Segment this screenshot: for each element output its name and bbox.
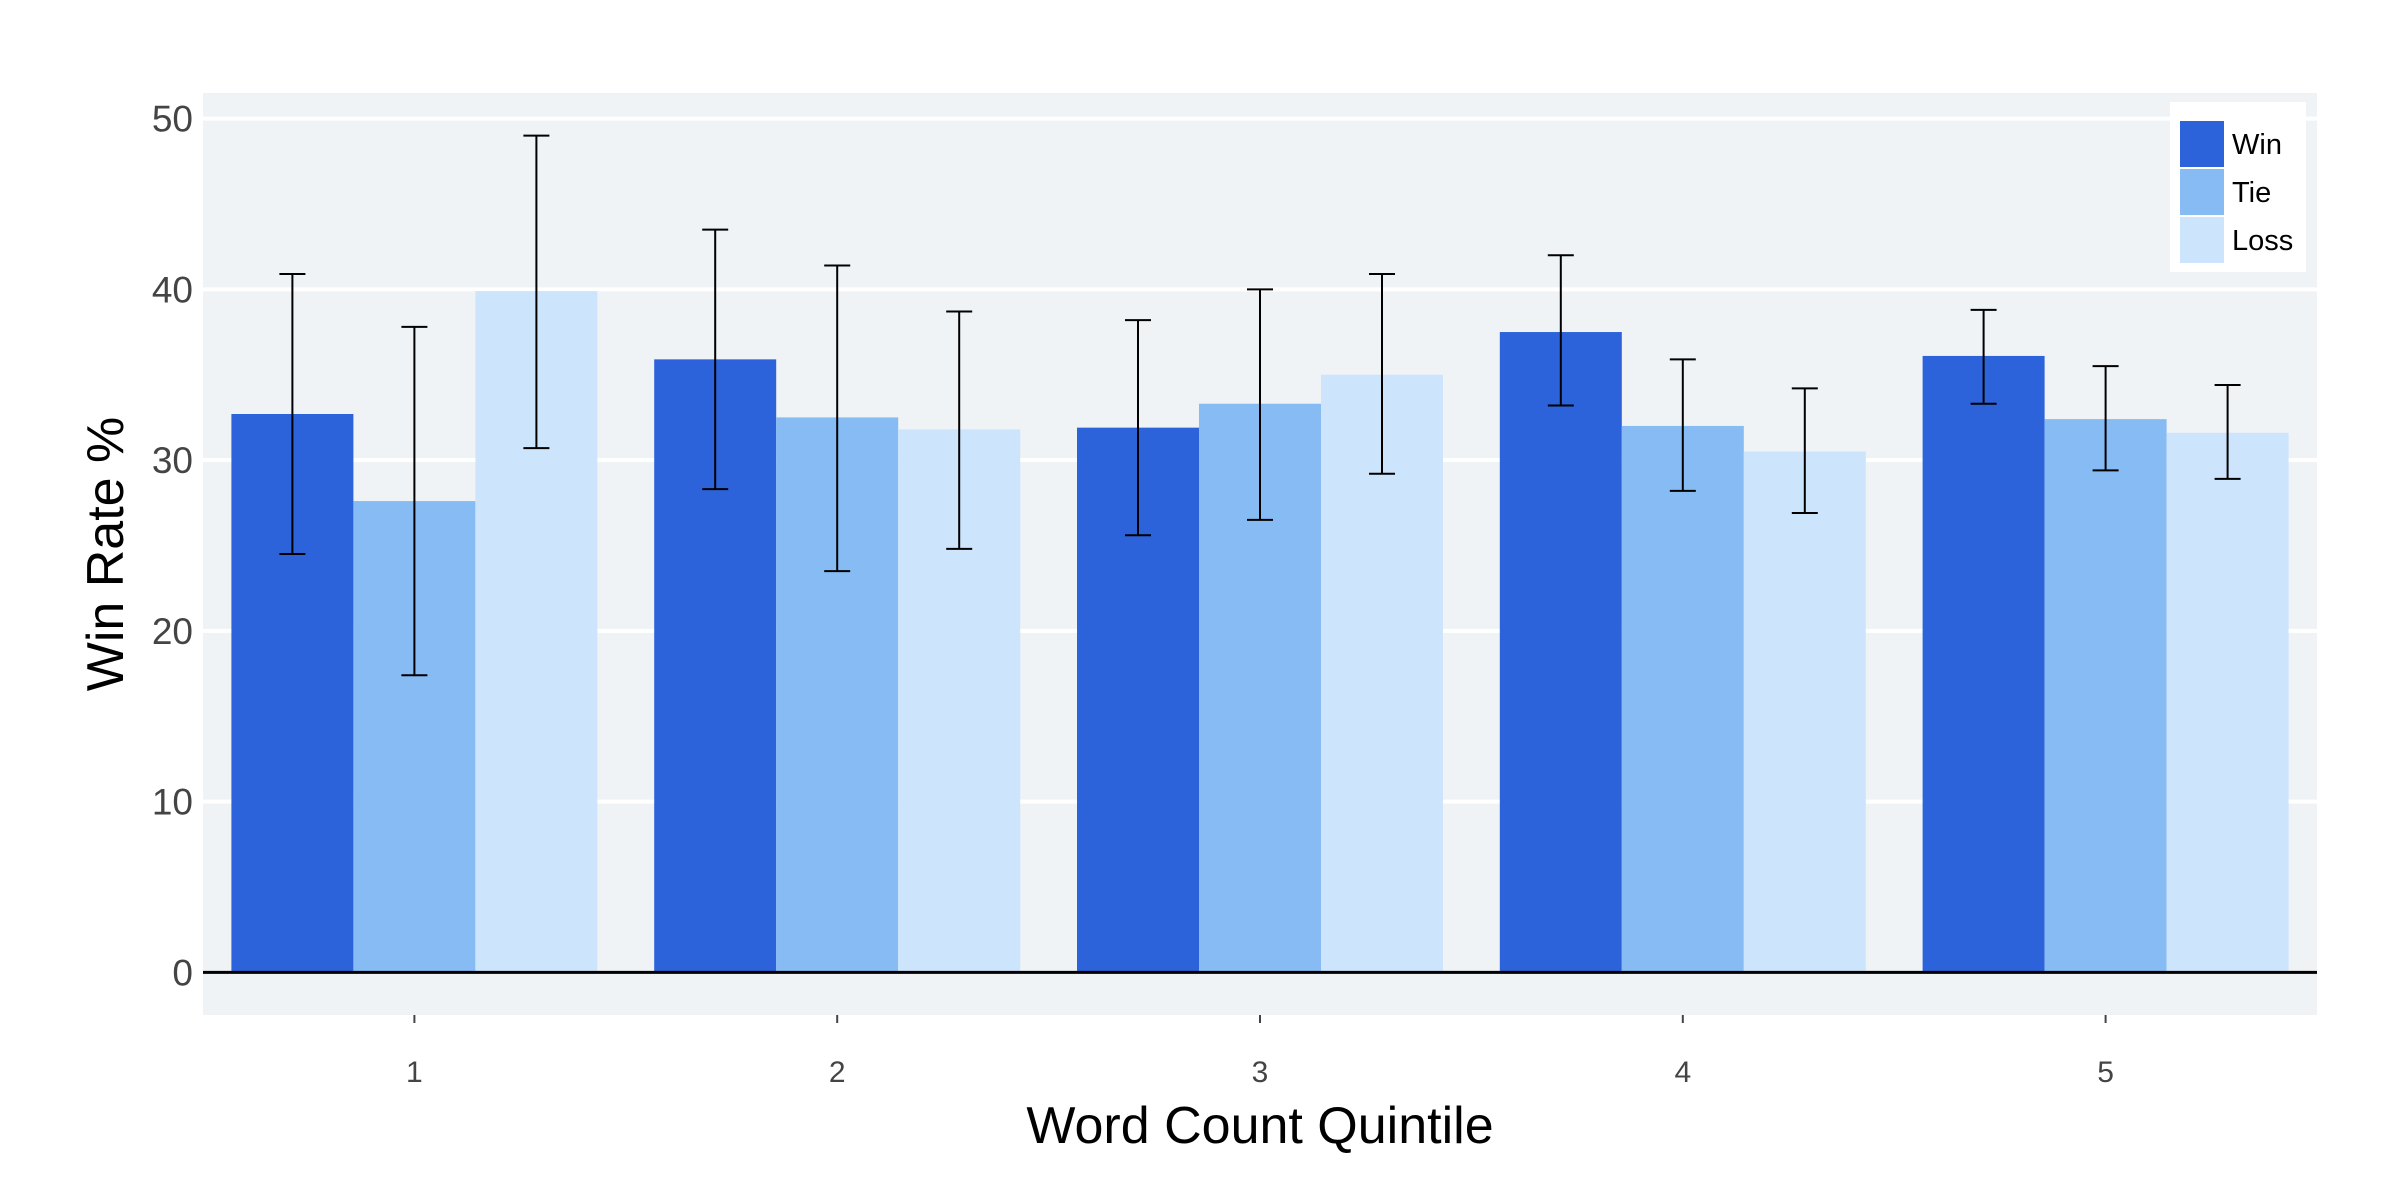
bar-loss-5 — [2166, 432, 2289, 973]
bar-win-5 — [1922, 355, 2045, 973]
bar-tie-5 — [2044, 419, 2167, 973]
x-tick-label: 2 — [829, 1056, 846, 1089]
legend-swatch-win — [2180, 121, 2224, 167]
legend-swatch-loss — [2180, 217, 2224, 263]
y-tick-label: 50 — [152, 99, 193, 140]
y-tick-label: 20 — [152, 611, 193, 652]
x-tick-label: 1 — [406, 1056, 423, 1089]
legend-swatch-tie — [2180, 169, 2224, 215]
bar-tie-4 — [1621, 425, 1744, 973]
x-tick-label: 5 — [2097, 1056, 2114, 1089]
bar-win-4 — [1499, 332, 1622, 973]
y-tick-label: 40 — [152, 269, 193, 310]
y-tick-label: 30 — [152, 440, 193, 481]
x-tick-label: 3 — [1252, 1056, 1269, 1089]
bar-loss-4 — [1743, 451, 1866, 973]
x-tick-label: 4 — [1674, 1056, 1691, 1089]
legend-label-tie: Tie — [2232, 177, 2271, 209]
legend-label-loss: Loss — [2232, 225, 2293, 257]
legend-label-win: Win — [2232, 129, 2282, 161]
y-tick-label: 10 — [152, 782, 193, 823]
y-axis-title: Win Rate % — [77, 417, 135, 692]
y-tick-label: 0 — [172, 952, 193, 993]
x-axis-title: Word Count Quintile — [1026, 1097, 1493, 1155]
